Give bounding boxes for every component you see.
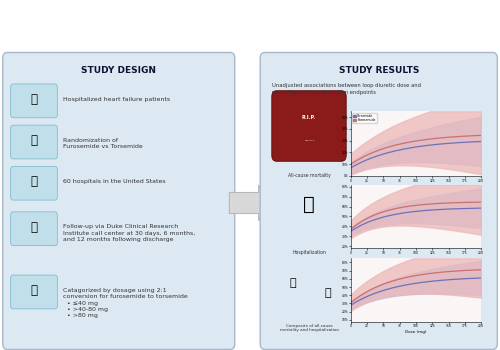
FancyBboxPatch shape [10,275,58,309]
Text: All-cause mortality: All-cause mortality [288,173,331,178]
FancyBboxPatch shape [10,84,58,118]
FancyBboxPatch shape [10,166,58,200]
Text: 🗺️: 🗺️ [30,175,38,188]
Text: 🏥: 🏥 [324,288,331,298]
FancyBboxPatch shape [10,125,58,159]
Text: Hospitalization for Heart Failure: The TRANSFORM-HF Trial: Hospitalization for Heart Failure: The T… [88,33,412,43]
Text: Composite of all-cause
mortality and hospitalization: Composite of all-cause mortality and hos… [280,324,338,332]
Text: 🤲: 🤲 [30,284,38,297]
Text: 📱: 📱 [30,221,38,234]
FancyBboxPatch shape [10,212,58,246]
Text: 💊: 💊 [30,134,38,147]
FancyBboxPatch shape [272,91,346,161]
Text: 60 hospitals in the United States: 60 hospitals in the United States [63,179,166,184]
Text: 🪦: 🪦 [290,278,296,288]
Text: 🛏️: 🛏️ [30,93,38,106]
Legend: Torsemide, Furosemide: Torsemide, Furosemide [352,113,376,124]
Text: Follow-up via Duke Clinical Research
Institute call center at 30 days, 6 months,: Follow-up via Duke Clinical Research Ins… [63,224,196,242]
FancyBboxPatch shape [260,52,498,349]
Text: Randomization of
Furosemide vs Torsemide: Randomization of Furosemide vs Torsemide [63,138,143,149]
X-axis label: Dose (mg): Dose (mg) [405,330,426,334]
Text: Unadjusted associations between loop diuretic dose and
mortality and hospitaliza: Unadjusted associations between loop diu… [272,83,421,95]
Text: Diuretic Dosing and Outcomes with Torsemide and Furosemide Following: Diuretic Dosing and Outcomes with Torsem… [49,9,451,19]
Text: R.I.P.: R.I.P. [302,115,316,120]
Text: 🏥: 🏥 [303,195,315,214]
FancyArrow shape [230,185,269,221]
Text: Hospitalization: Hospitalization [292,250,326,255]
Text: STUDY RESULTS: STUDY RESULTS [338,66,419,75]
Text: ─────: ───── [304,139,314,143]
Text: Catagorized by dosage using 2:1
conversion for furosemide to torsemide
  • ≤40 m: Catagorized by dosage using 2:1 conversi… [63,288,188,318]
FancyBboxPatch shape [2,52,235,349]
Text: STUDY DESIGN: STUDY DESIGN [81,66,156,75]
Text: Hospitalized heart failure patients: Hospitalized heart failure patients [63,97,170,102]
